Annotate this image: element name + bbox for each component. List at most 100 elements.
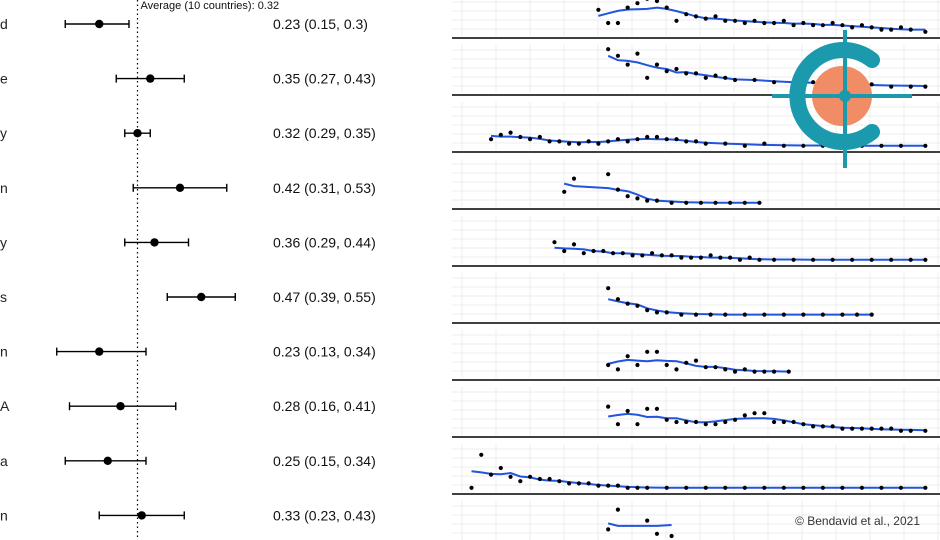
data-point xyxy=(811,424,816,429)
data-point xyxy=(703,422,708,427)
data-point xyxy=(898,485,904,490)
data-point xyxy=(898,428,904,433)
data-point xyxy=(654,531,660,536)
data-point xyxy=(527,137,533,142)
data-point xyxy=(923,29,928,34)
data-point xyxy=(728,200,733,205)
data-point xyxy=(703,141,708,146)
estimate-text: 0.32 (0.29, 0.35) xyxy=(273,125,376,141)
data-point xyxy=(737,257,743,262)
data-point xyxy=(635,51,640,56)
row-label: y xyxy=(0,234,7,250)
data-point xyxy=(586,139,591,144)
data-point xyxy=(674,367,679,372)
data-point xyxy=(557,479,562,484)
data-point xyxy=(537,134,542,140)
data-point xyxy=(488,472,494,477)
data-point xyxy=(757,257,762,262)
data-point xyxy=(664,362,669,368)
data-point xyxy=(645,0,649,1)
data-point xyxy=(723,141,728,146)
data-point xyxy=(898,143,904,148)
data-point xyxy=(742,200,747,205)
row-label: n xyxy=(0,507,8,523)
data-point xyxy=(854,312,860,317)
data-point xyxy=(703,365,708,370)
data-point xyxy=(781,18,786,23)
data-point xyxy=(596,7,601,12)
data-point xyxy=(771,419,777,425)
data-point xyxy=(684,139,689,144)
data-point xyxy=(752,411,757,416)
data-point xyxy=(752,18,757,23)
data-point xyxy=(908,84,913,89)
facet-panel xyxy=(452,0,940,39)
data-point xyxy=(576,481,581,486)
data-point xyxy=(645,349,650,354)
point-estimate xyxy=(103,456,112,465)
data-point xyxy=(811,257,816,262)
data-point xyxy=(762,20,767,26)
data-point xyxy=(625,194,630,199)
data-point xyxy=(649,251,655,256)
data-point xyxy=(615,20,621,26)
estimate-text: 0.47 (0.39, 0.55) xyxy=(273,289,376,305)
data-point xyxy=(762,485,767,490)
data-point xyxy=(684,419,689,425)
data-point xyxy=(693,14,699,19)
data-point xyxy=(645,134,650,140)
data-point xyxy=(752,369,757,374)
reference-line-label: Average (10 countries): 0.32 xyxy=(141,0,280,12)
data-point xyxy=(732,417,738,422)
data-point xyxy=(811,23,816,28)
data-point xyxy=(781,143,786,148)
data-point xyxy=(723,367,728,372)
data-point xyxy=(562,248,567,254)
data-point xyxy=(684,12,689,17)
data-point xyxy=(801,422,806,427)
data-point xyxy=(606,47,611,52)
data-point xyxy=(708,253,713,258)
smoothed-trend-line xyxy=(608,412,926,432)
data-point xyxy=(762,369,767,374)
data-point xyxy=(771,20,777,26)
data-point xyxy=(713,14,718,19)
data-point xyxy=(923,428,928,433)
data-point xyxy=(635,422,640,427)
data-point xyxy=(859,426,865,431)
forest-plot: Average (10 countries): 0.32 d 0.23 (0.15,… xyxy=(0,0,376,540)
data-point xyxy=(762,411,767,416)
data-point xyxy=(571,242,577,247)
data-point xyxy=(820,23,825,28)
estimate-text: 0.23 (0.15, 0.3) xyxy=(273,16,368,32)
row-label: a xyxy=(0,453,8,469)
data-point xyxy=(635,137,640,142)
data-point xyxy=(811,80,816,85)
data-point xyxy=(674,137,679,142)
data-point xyxy=(498,465,503,471)
row-label: n xyxy=(0,344,8,360)
data-point xyxy=(693,71,699,76)
data-point xyxy=(645,406,650,411)
data-point xyxy=(923,485,928,490)
data-point xyxy=(625,301,630,306)
row-label: y xyxy=(0,125,7,141)
data-point xyxy=(615,53,621,58)
data-point xyxy=(801,143,806,148)
data-point xyxy=(581,251,586,256)
data-point xyxy=(732,369,738,374)
data-point xyxy=(791,419,796,425)
data-point xyxy=(762,141,767,146)
data-point xyxy=(664,5,669,10)
smoothed-trend-line xyxy=(607,522,672,527)
data-point xyxy=(889,84,894,89)
data-point xyxy=(703,16,708,21)
data-point xyxy=(547,476,552,482)
data-point xyxy=(713,73,718,78)
data-point xyxy=(674,18,679,23)
data-point xyxy=(615,483,621,488)
data-point xyxy=(630,253,635,258)
data-point xyxy=(889,257,894,262)
data-point xyxy=(781,485,786,490)
